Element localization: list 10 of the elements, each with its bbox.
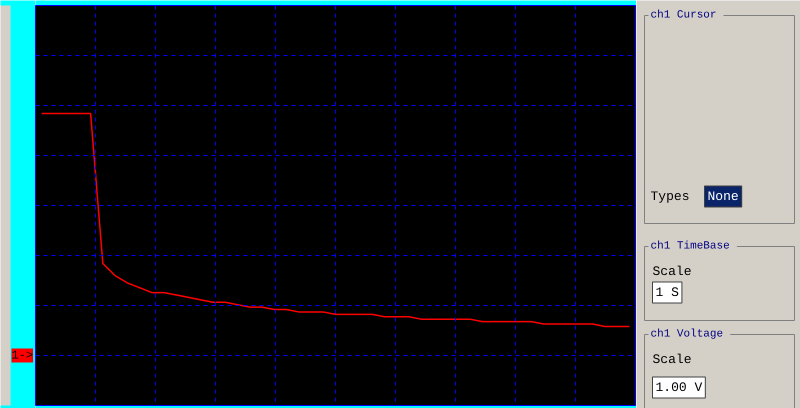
text: 1-> [12, 348, 34, 362]
text: 1.00 V [656, 380, 703, 395]
text: Scale [652, 264, 692, 279]
text: ch1 TimeBase [650, 240, 730, 252]
text: Types [650, 189, 690, 204]
text: 1 S [656, 285, 680, 300]
text: ch1 Voltage [650, 328, 724, 340]
text: ch1 Cursor [650, 10, 717, 22]
text: Scale [652, 352, 692, 367]
text: None [708, 189, 739, 204]
